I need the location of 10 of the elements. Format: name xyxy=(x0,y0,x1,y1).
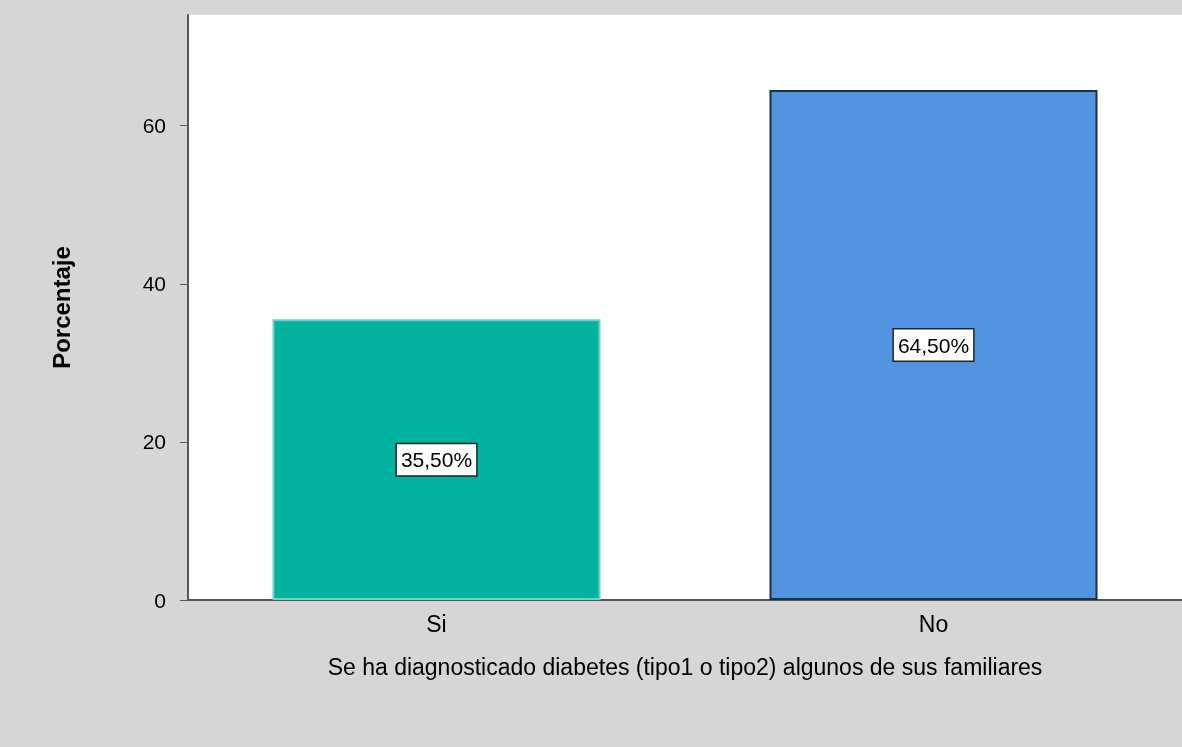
x-tick-label: Si xyxy=(426,610,447,637)
data-label: 64,50% xyxy=(897,333,970,357)
y-tick-label: 0 xyxy=(154,588,166,612)
data-label: 35,50% xyxy=(400,448,473,472)
y-axis-title: Porcentaje xyxy=(47,246,75,369)
x-tick-label: No xyxy=(918,610,949,637)
x-axis-title: Se ha diagnosticado diabetes (tipo1 o tipo2) algunos de sus familiares xyxy=(327,654,1043,680)
y-tick-label: 40 xyxy=(142,272,166,296)
y-tick-label: 20 xyxy=(142,430,166,454)
y-tick-label: 60 xyxy=(142,114,166,138)
